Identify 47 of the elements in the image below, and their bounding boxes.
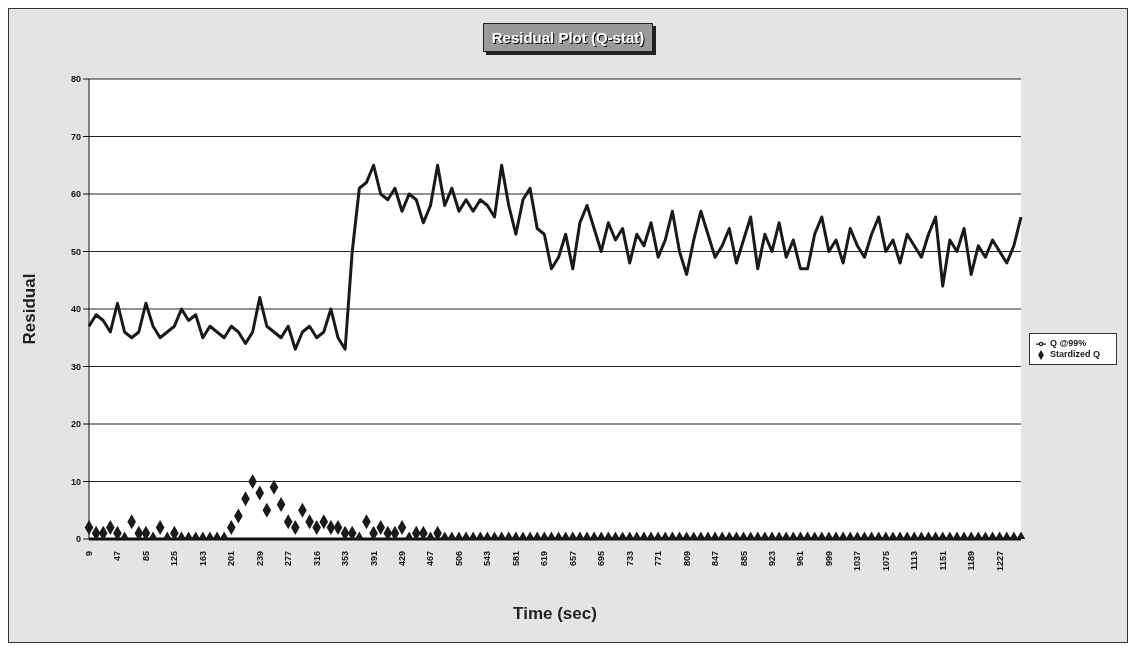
x-tick-label: 1151 [937,551,948,571]
x-tick-label: 581 [510,551,521,567]
x-tick-label: 619 [539,551,550,567]
y-tick-label: 30 [70,361,81,372]
x-tick-label: 999 [823,551,834,567]
x-tick-label: 239 [254,551,265,567]
y-tick-label: 50 [70,246,81,257]
x-tick-label: 9 [84,551,94,557]
x-tick-label: 1037 [852,551,863,572]
x-tick-label: 1075 [880,551,891,572]
x-tick-label: 771 [653,551,664,567]
x-tick-label: 733 [624,551,635,567]
y-tick-label: 20 [70,419,81,430]
x-tick-label: 961 [795,551,806,567]
x-tick-label: 316 [311,551,322,567]
x-tick-label: 695 [596,551,607,567]
x-tick-label: 85 [140,551,151,562]
x-tick-label: 923 [766,551,777,567]
x-tick-label: 506 [453,551,464,567]
x-tick-label: 125 [169,551,180,567]
x-tick-label: 353 [340,551,351,567]
y-tick-label: 10 [70,476,81,487]
y-tick-label: 40 [70,304,81,315]
x-tick-label: 391 [368,551,379,567]
y-axis-title: Residual [20,273,40,345]
x-tick-label: 657 [567,551,578,567]
legend-label: Q @99% [1049,338,1087,349]
x-tick-label: 47 [112,551,123,562]
x-tick-label: 847 [710,551,721,567]
legend-label: Stardized Q [1049,349,1100,359]
y-tick-label: 70 [70,131,81,142]
x-tick-label: 543 [482,551,493,567]
x-axis-title: Time (sec) [513,604,597,623]
x-tick-label: 809 [681,551,692,567]
y-tick-label: 0 [75,534,81,545]
y-tick-label: 80 [70,74,81,85]
chart-title: Residual Plot (Q-stat) [482,23,654,52]
x-tick-label: 1227 [994,551,1005,572]
x-tick-label: 885 [738,551,749,567]
x-tick-label: 429 [397,551,408,567]
x-tick-label: 163 [197,551,208,567]
x-tick-label: 1189 [966,551,977,571]
x-tick-label: 467 [425,551,436,567]
y-tick-label: 60 [70,189,81,200]
x-tick-label: 277 [283,551,294,567]
x-tick-label: 201 [226,551,237,567]
x-tick-label: 1113 [909,551,920,571]
